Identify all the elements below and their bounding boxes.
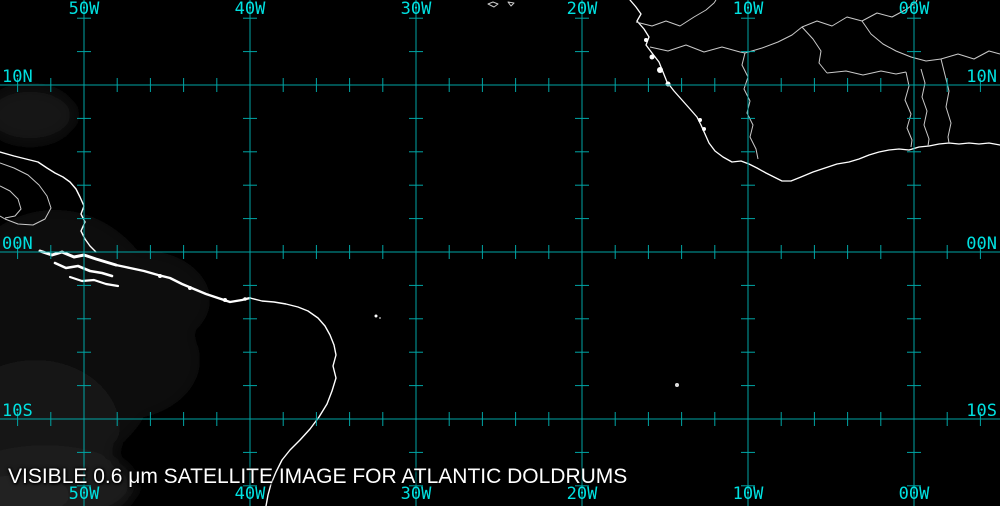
- cloud-patch: [0, 475, 70, 506]
- cloud-patch: [0, 87, 75, 143]
- country-border-path: [507, 1, 515, 7]
- cloud-layer: [0, 87, 210, 506]
- lon-label-bottom-00W: 00W: [898, 484, 930, 504]
- coastline-path: [114, 263, 252, 304]
- country-border-path: [0, 185, 22, 219]
- country-border-path: [801, 26, 828, 74]
- coastal-cloud-spot: [644, 38, 648, 42]
- lat-label-right-00N: 00N: [966, 234, 997, 254]
- country-border-path: [920, 68, 930, 147]
- coastline-path: [68, 275, 120, 288]
- coastal-cloud-spot: [698, 118, 702, 122]
- lon-label-bottom-10W: 10W: [732, 484, 764, 504]
- lon-label-top-40W: 40W: [234, 0, 266, 19]
- lon-label-top-50W: 50W: [68, 0, 100, 19]
- country-border-path: [487, 1, 499, 8]
- islands-layer: [374, 314, 679, 387]
- country-border-path: [741, 52, 759, 160]
- coastal-cloud-spot: [649, 54, 655, 60]
- lat-label-left-00N: 00N: [2, 234, 33, 254]
- country-border-path: [940, 58, 952, 144]
- lat-label-left-10S: 10S: [2, 401, 33, 421]
- lat-label-left-10N: 10N: [2, 67, 33, 87]
- coastal-cloud-spot: [665, 81, 671, 87]
- country-border-path: [940, 50, 1000, 60]
- country-border-path: [826, 70, 907, 76]
- lon-label-top-20W: 20W: [566, 0, 598, 19]
- island-dot: [675, 383, 679, 387]
- annotation-title: VISIBLE 0.6 μm SATELLITE IMAGE FOR ATLAN…: [8, 465, 628, 488]
- country-border-path: [635, 0, 717, 27]
- lon-label-bottom-40W: 40W: [234, 484, 266, 504]
- lon-label-top-30W: 30W: [400, 0, 432, 19]
- lat-label-right-10S: 10S: [966, 401, 997, 421]
- coastal-cloud-spot: [657, 67, 663, 73]
- coastline-path: [629, 0, 1000, 182]
- country-border-path: [744, 0, 918, 54]
- coastal-cloud-spot: [223, 298, 227, 302]
- island-dot: [374, 314, 378, 318]
- image-annotation: VISIBLE 0.6 μm SATELLITE IMAGE FOR ATLAN…: [8, 419, 627, 506]
- country-border-path: [861, 20, 942, 62]
- country-border-path: [649, 44, 746, 54]
- coastal-cloud-spot: [188, 286, 192, 290]
- lat-label-right-10N: 10N: [966, 67, 997, 87]
- lon-label-bottom-50W: 50W: [68, 484, 100, 504]
- coastline-path: [249, 297, 337, 506]
- lon-label-bottom-30W: 30W: [400, 484, 432, 504]
- country-border-path: [0, 162, 52, 226]
- island-dot: [379, 317, 381, 319]
- lon-label-top-00W: 00W: [898, 0, 930, 19]
- lon-label-top-10W: 10W: [732, 0, 764, 19]
- coastline-path: [0, 151, 97, 253]
- coastal-cloud-spot: [158, 274, 162, 278]
- country-borders-layer: [0, 0, 1000, 226]
- lon-label-bottom-20W: 20W: [566, 484, 598, 504]
- coastal-cloud-spot: [702, 127, 706, 131]
- coastal-cloud-spot: [243, 297, 247, 301]
- coastline-path: [38, 249, 118, 267]
- country-border-path: [904, 71, 913, 148]
